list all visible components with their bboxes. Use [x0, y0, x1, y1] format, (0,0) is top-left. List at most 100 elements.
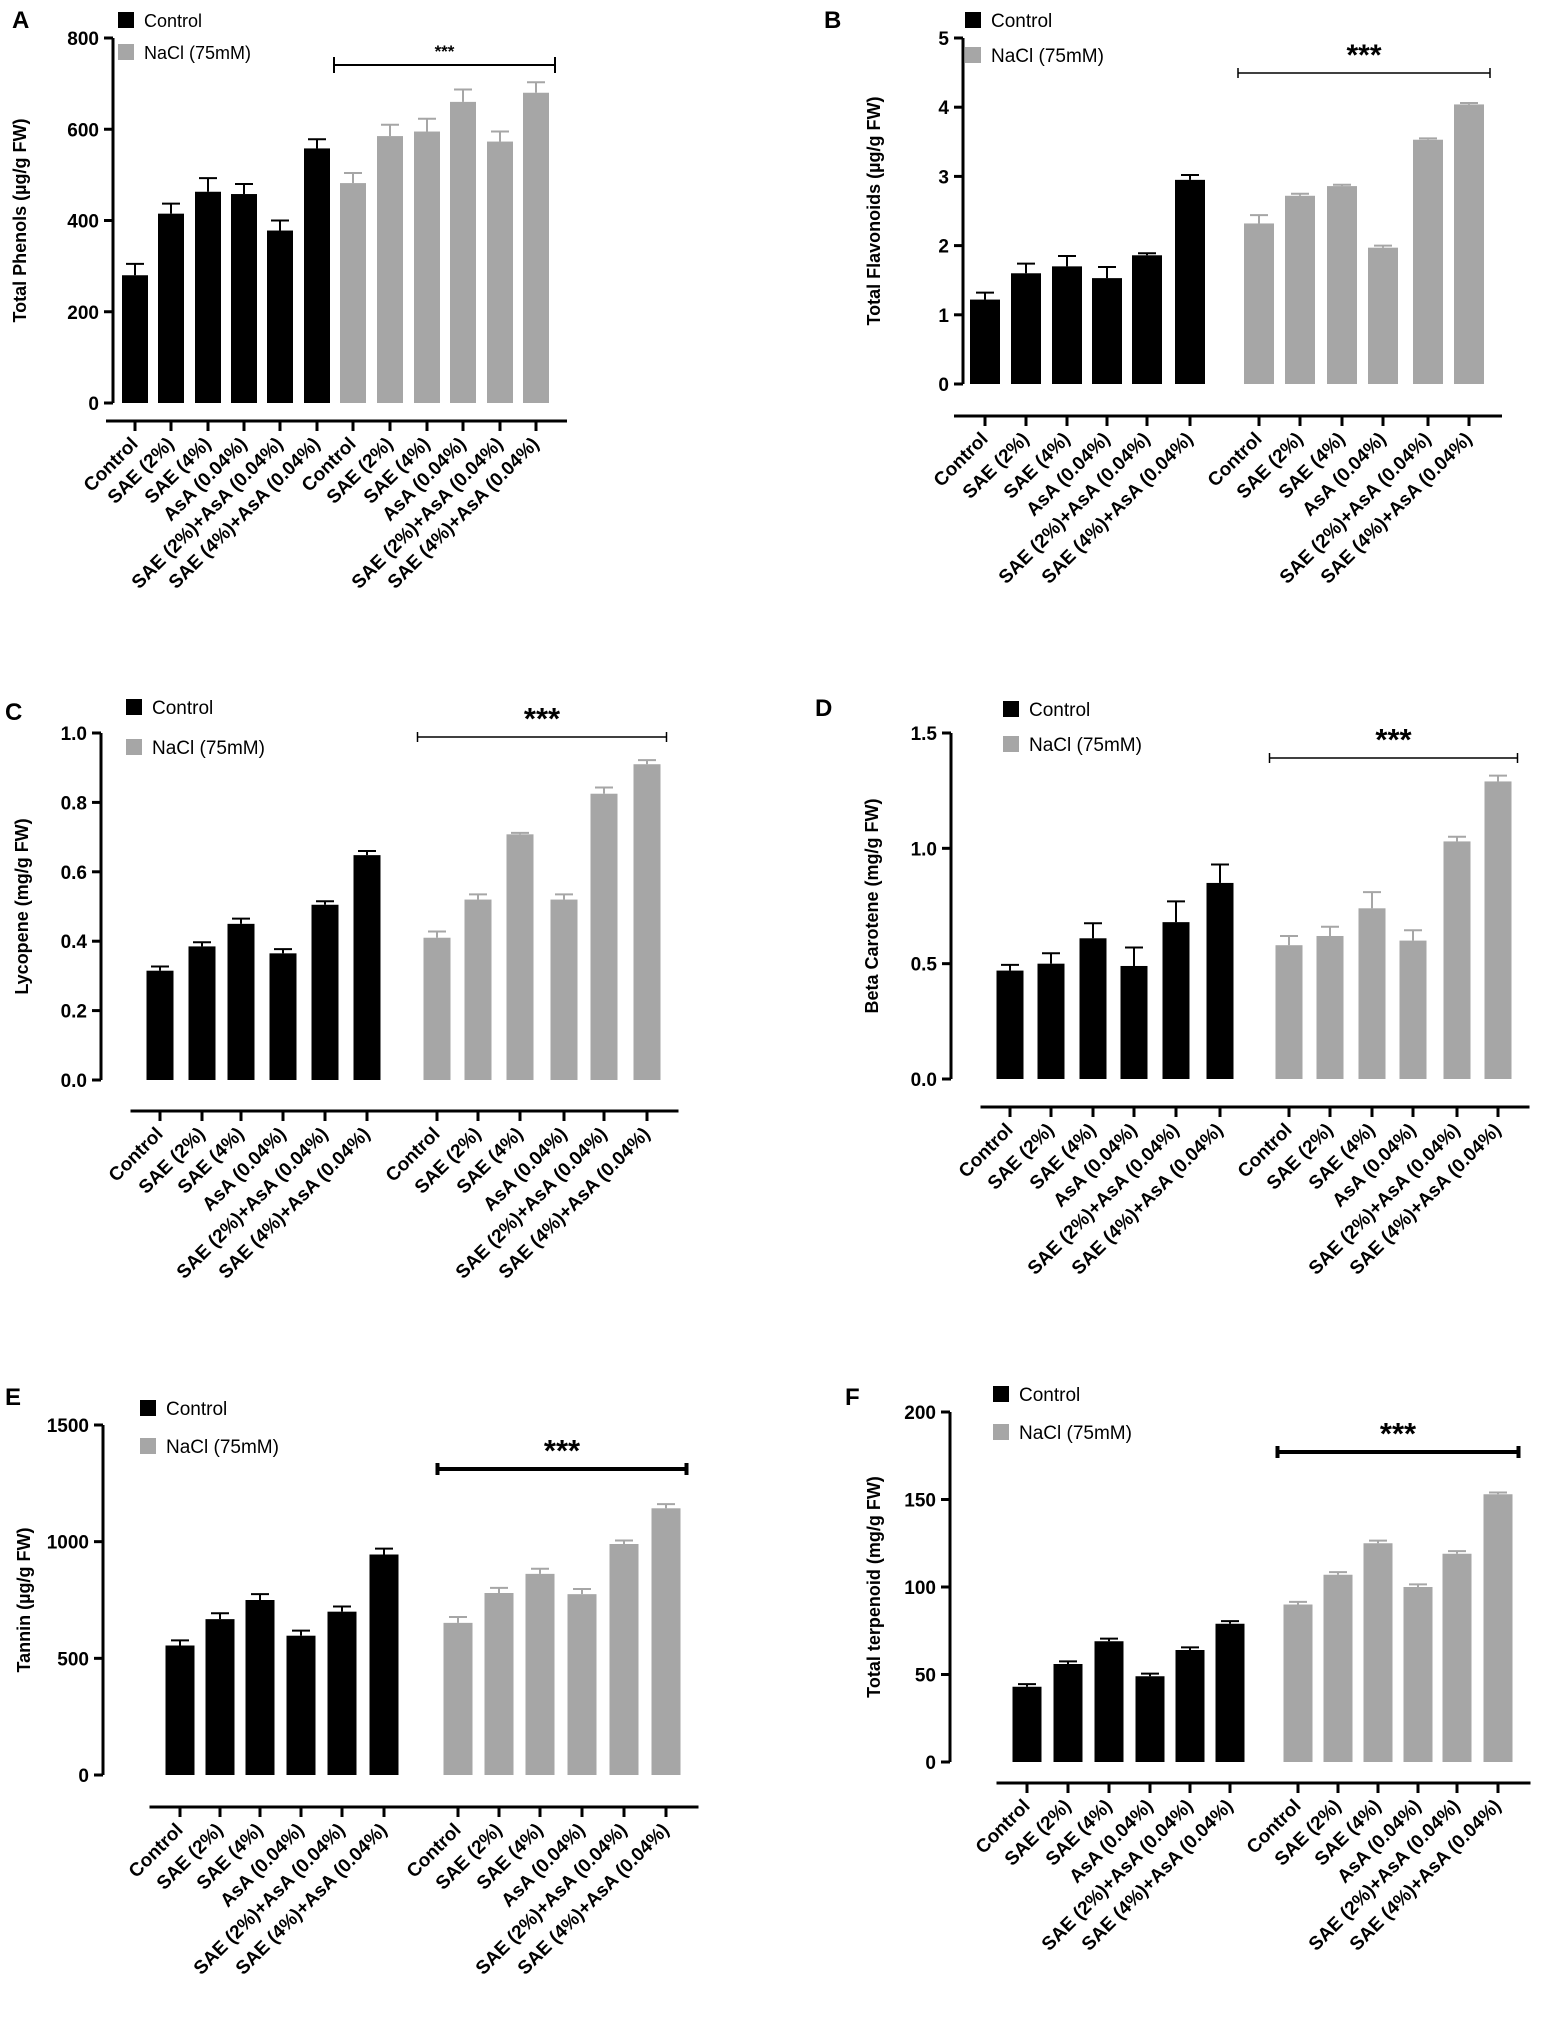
panel-c: C 0.0 0.2 0.4 0.6 0.8 1.0 Lycopene (mg/g FW) Con…	[5, 698, 679, 1283]
legend-swatch-control	[993, 1386, 1009, 1402]
bar-nacl-1	[1275, 945, 1303, 1079]
y-tick-label: 0.0	[61, 1071, 87, 1092]
legend-swatch-nacl	[140, 1438, 156, 1454]
bar-nacl-3	[1327, 186, 1357, 384]
y-tick-label: 5	[938, 29, 949, 50]
bar-nacl-1	[1283, 1604, 1313, 1762]
bar-control-4	[1120, 965, 1148, 1079]
bar-control-4	[286, 1635, 316, 1775]
bar-nacl-6	[523, 92, 549, 403]
bar-control-5	[327, 1611, 357, 1775]
bar-control-4	[231, 194, 257, 403]
y-tick-label: 2	[938, 237, 949, 258]
bar-control-3	[245, 1600, 275, 1775]
legend-label-control: Control	[1029, 700, 1090, 721]
bar-control-1	[165, 1645, 195, 1775]
bar-control-1	[1012, 1686, 1042, 1762]
y-tick-label: 1500	[47, 1416, 89, 1437]
bar-control-3	[1052, 266, 1082, 384]
y-tick-label: 1.0	[61, 724, 87, 745]
legend-label-nacl: NaCl (75mM)	[144, 43, 251, 63]
bar-control-2	[205, 1619, 235, 1775]
bar-control-3	[227, 923, 255, 1080]
legend-swatch-control	[118, 12, 134, 28]
y-tick-label: 400	[67, 212, 99, 233]
bar-control-4	[1135, 1676, 1165, 1762]
y-tick-label: 0.4	[61, 932, 88, 953]
bar-control-5	[1132, 255, 1162, 384]
bar-nacl-6	[1484, 781, 1512, 1079]
bar-control-2	[158, 213, 184, 403]
bar-nacl-5	[609, 1544, 639, 1775]
panel-letter: A	[12, 7, 29, 34]
bar-control-3	[1079, 938, 1107, 1079]
y-tick-label: 0.0	[911, 1070, 937, 1091]
legend-label-control: Control	[991, 11, 1052, 32]
bar-control-6	[1206, 882, 1234, 1079]
bar-control-2	[1053, 1664, 1083, 1762]
bar-control-6	[1175, 179, 1205, 384]
bar-control-6	[369, 1554, 399, 1775]
bar-nacl-2	[1316, 935, 1344, 1079]
bar-nacl-1	[1244, 223, 1274, 384]
y-axis-title: Total Phenols (µg/g FW)	[10, 118, 30, 322]
bar-nacl-1	[443, 1622, 473, 1775]
y-tick-label: 1	[938, 306, 949, 327]
bar-control-2	[1037, 963, 1065, 1079]
y-axis-title: Beta Carotene (mg/g FW)	[862, 798, 882, 1013]
bar-control-4	[1092, 278, 1122, 384]
y-tick-label: 4	[938, 98, 949, 119]
y-tick-label: 0.6	[61, 863, 87, 884]
y-tick-label: 100	[904, 1578, 936, 1599]
legend-swatch-control	[140, 1400, 156, 1416]
bar-nacl-1	[423, 937, 451, 1080]
y-tick-label: 500	[57, 1649, 89, 1670]
bar-control-5	[311, 904, 339, 1080]
y-tick-label: 0.8	[61, 793, 87, 814]
y-tick-label: 0	[938, 375, 949, 396]
bar-control-1	[146, 970, 174, 1080]
significance-label: ***	[524, 701, 561, 736]
bar-nacl-5	[1442, 1553, 1472, 1762]
panel-letter: B	[824, 7, 841, 34]
y-tick-label: 200	[67, 303, 99, 324]
bar-control-6	[353, 855, 381, 1080]
legend-label-control: Control	[144, 11, 202, 31]
bar-control-4	[269, 953, 297, 1080]
bar-nacl-6	[633, 764, 661, 1080]
bar-control-5	[267, 230, 293, 403]
bar-nacl-6	[1483, 1494, 1513, 1762]
legend-label-nacl: NaCl (75mM)	[1019, 1423, 1132, 1444]
legend-label-control: Control	[1019, 1385, 1080, 1406]
bar-nacl-4	[1368, 247, 1398, 384]
significance-label: ***	[1375, 722, 1412, 757]
bar-nacl-3	[1363, 1543, 1393, 1762]
legend-label-control: Control	[166, 1399, 227, 1420]
panel-letter: D	[815, 695, 832, 722]
y-tick-label: 0	[78, 1766, 89, 1787]
bar-nacl-5	[1413, 139, 1443, 384]
bar-nacl-4	[567, 1594, 597, 1775]
bar-control-2	[1011, 273, 1041, 384]
y-tick-label: 200	[904, 1403, 936, 1424]
panel-letter: F	[845, 1384, 860, 1411]
bar-nacl-4	[450, 101, 476, 403]
legend-label-nacl: NaCl (75mM)	[991, 46, 1104, 67]
legend-label-nacl: NaCl (75mM)	[152, 738, 265, 759]
legend-swatch-nacl	[993, 1424, 1009, 1440]
y-axis-title: Total terpenoid (mg/g FW)	[864, 1476, 884, 1698]
panel-b: B 0 1 2 3 4 5 Total Flavonoids (µg/g FW) Control…	[824, 7, 1502, 588]
y-tick-label: 600	[67, 120, 99, 141]
bar-nacl-5	[590, 793, 618, 1080]
legend-swatch-nacl	[965, 47, 981, 63]
y-tick-label: 1000	[47, 1533, 89, 1554]
bar-control-5	[1162, 922, 1190, 1079]
bar-control-1	[996, 970, 1024, 1079]
y-tick-label: 0.2	[61, 1002, 87, 1023]
bar-control-6	[1215, 1623, 1245, 1762]
bar-nacl-2	[464, 899, 492, 1080]
panel-letter: C	[5, 699, 22, 726]
bar-control-1	[970, 299, 1000, 384]
